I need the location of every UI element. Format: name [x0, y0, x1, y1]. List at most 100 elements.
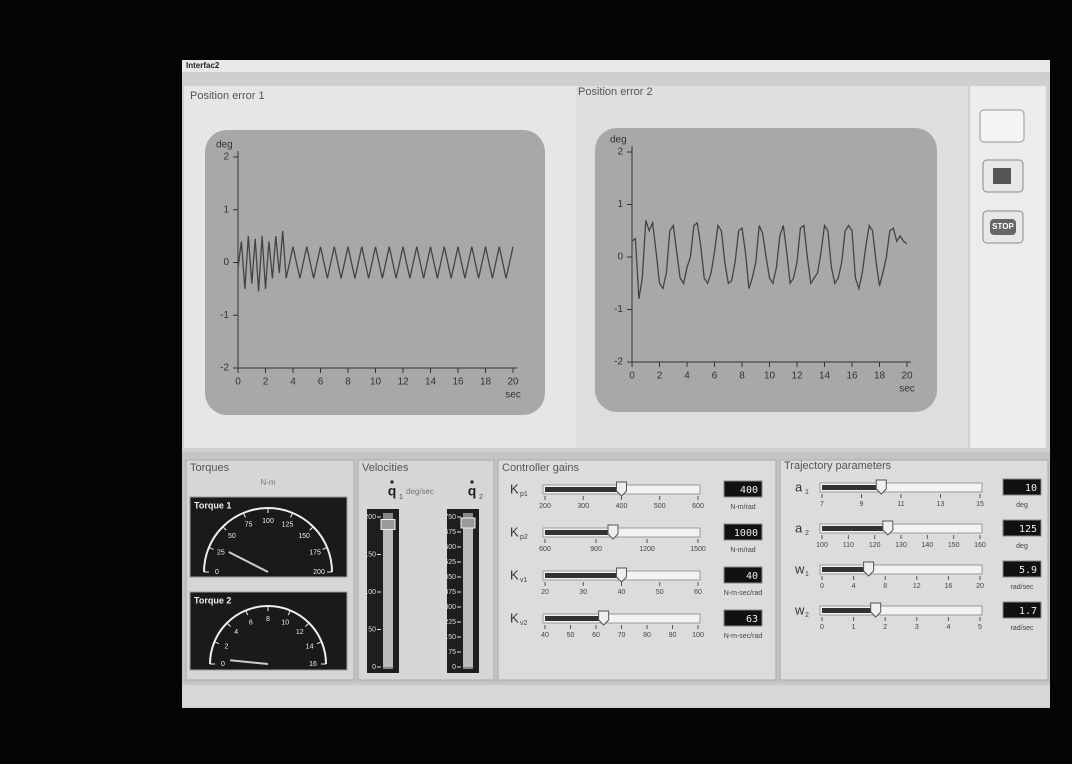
slider-symbol: K	[510, 481, 519, 496]
slider-tick-label: 5	[978, 624, 982, 631]
slider-tick-label: 450	[444, 574, 456, 581]
y-tick-label: 0	[223, 257, 229, 268]
value-display-text: 63	[746, 614, 758, 625]
gauge-tick-label: 14	[306, 644, 314, 651]
slider-tick-label: 525	[444, 559, 456, 566]
x-tick-label: 20	[901, 371, 913, 382]
x-tick-label: 6	[318, 377, 324, 388]
x-tick-label: 8	[345, 377, 351, 388]
slider-subscript: 2	[805, 530, 809, 537]
panel-title: Trajectory parameters	[784, 460, 892, 472]
slider-tick-label: 50	[656, 589, 664, 596]
slider-tick-label: 60	[694, 589, 702, 596]
gauge-tick-label: 25	[217, 549, 225, 556]
gauge-tick-label: 125	[282, 522, 294, 529]
y-tick-label: -1	[614, 304, 623, 315]
y-tick-label: -2	[220, 363, 229, 374]
slider-tick-label: 1	[852, 624, 856, 631]
y-axis-label: deg	[610, 135, 627, 146]
value-display-text: 5.9	[1019, 565, 1037, 576]
slider-tick-label: 600	[692, 503, 704, 510]
slider-tick-label: 140	[921, 542, 933, 549]
gauge-tick-label: 0	[215, 569, 219, 576]
x-tick-label: 8	[739, 371, 745, 382]
slider-symbol: w	[794, 602, 805, 617]
slider-tick-label: 4	[852, 583, 856, 590]
x-tick-label: 2	[657, 371, 663, 382]
x-axis-label: sec	[505, 390, 521, 401]
unit-label: N-m-sec/rad	[724, 633, 763, 640]
x-tick-label: 2	[263, 377, 269, 388]
slider-symbol: w	[794, 561, 805, 576]
slider-tick-label: 750	[444, 514, 456, 521]
gauge-tick-label: 6	[249, 619, 253, 626]
unit-label: deg	[1016, 502, 1028, 509]
y-axis-label: deg	[216, 140, 233, 151]
button-icon	[993, 168, 1011, 184]
slider-tick-label: 3	[915, 624, 919, 631]
value-display-text: 125	[1019, 524, 1037, 535]
x-tick-label: 12	[791, 371, 803, 382]
slider-tick-label: 600	[444, 544, 456, 551]
slider-tick-label: 0	[452, 664, 456, 671]
slider-tick-label: 0	[820, 624, 824, 631]
unit-label: rad/sec	[1011, 584, 1034, 591]
slider-subscript: p2	[520, 534, 528, 541]
plot-area	[595, 128, 937, 412]
gauge-tick-label: 200	[313, 569, 325, 576]
slider-fill	[545, 616, 604, 621]
slider-subscript: 2	[805, 612, 809, 619]
gauge-tick-label: 2	[224, 644, 228, 651]
slider-tick-label: 300	[444, 604, 456, 611]
value-display-text: 1000	[734, 528, 758, 539]
gauge-tick-label: 175	[309, 549, 321, 556]
slider-symbol: a	[795, 520, 803, 535]
slider-subscript: 1	[805, 571, 809, 578]
slider-fill	[822, 485, 881, 490]
slider-thumb	[381, 520, 395, 530]
slider-tick-label: 120	[869, 542, 881, 549]
slider-subscript: v2	[520, 620, 528, 627]
slider-fill	[822, 608, 876, 613]
slider-tick-label: 40	[541, 632, 549, 639]
slider-tick-label: 2	[883, 624, 887, 631]
panel-title: Torques	[190, 462, 230, 474]
y-tick-label: 2	[617, 147, 623, 158]
slider-tick-label: 100	[816, 542, 828, 549]
gauge-tick-label: 10	[281, 619, 289, 626]
slider-tick-label: 60	[592, 632, 600, 639]
gauge-tick-label: 75	[245, 522, 253, 529]
unit-label: N-m/rad	[730, 504, 755, 511]
derivative-dot	[390, 480, 393, 483]
slider-symbol: q	[468, 483, 477, 499]
panel-title: Controller gains	[502, 462, 580, 474]
window-title: Interfac2	[186, 61, 220, 70]
slider-tick-label: 20	[541, 589, 549, 596]
slider-tick-label: 50	[567, 632, 575, 639]
slider-tick-label: 4	[946, 624, 950, 631]
slider-tick-label: 300	[577, 503, 589, 510]
slider-tick-label: 20	[976, 583, 984, 590]
slider-tick-label: 0	[372, 664, 376, 671]
slider-symbol: K	[510, 524, 519, 539]
slider-subscript: v1	[520, 577, 528, 584]
slider-fill	[463, 523, 473, 667]
slider-fill	[545, 530, 613, 535]
slider-tick-label: 900	[590, 546, 602, 553]
gauge-tick-label: 16	[309, 661, 317, 668]
slider-symbol: K	[510, 610, 519, 625]
slider-tick-label: 70	[618, 632, 626, 639]
button[interactable]	[980, 110, 1024, 142]
slider-tick-label: 50	[368, 626, 376, 633]
slider-subscript: 1	[399, 494, 403, 501]
slider-tick-label: 375	[444, 589, 456, 596]
derivative-dot	[470, 480, 473, 483]
y-tick-label: 1	[223, 204, 229, 215]
slider-tick-label: 0	[820, 583, 824, 590]
slider-tick-label: 675	[444, 529, 456, 536]
slider-fill	[383, 525, 393, 668]
slider-tick-label: 75	[448, 649, 456, 656]
slider-tick-label: 225	[444, 619, 456, 626]
page: { "window_title": "Interfac2", "charts":…	[0, 0, 1072, 764]
slider-tick-label: 16	[945, 583, 953, 590]
